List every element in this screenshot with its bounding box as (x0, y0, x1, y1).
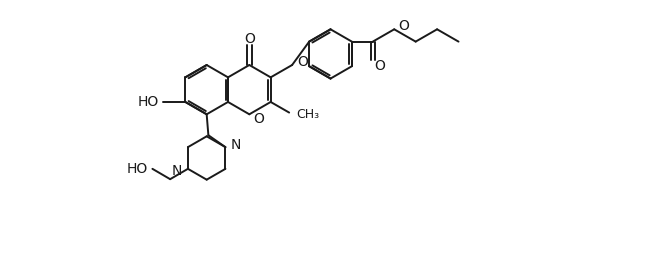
Text: O: O (253, 112, 264, 126)
Text: CH₃: CH₃ (297, 108, 320, 121)
Text: O: O (375, 59, 386, 73)
Text: HO: HO (138, 95, 159, 109)
Text: O: O (297, 55, 307, 69)
Text: HO: HO (127, 162, 149, 176)
Text: N: N (172, 164, 182, 178)
Text: O: O (399, 19, 410, 33)
Text: N: N (231, 139, 242, 152)
Text: O: O (244, 32, 255, 46)
